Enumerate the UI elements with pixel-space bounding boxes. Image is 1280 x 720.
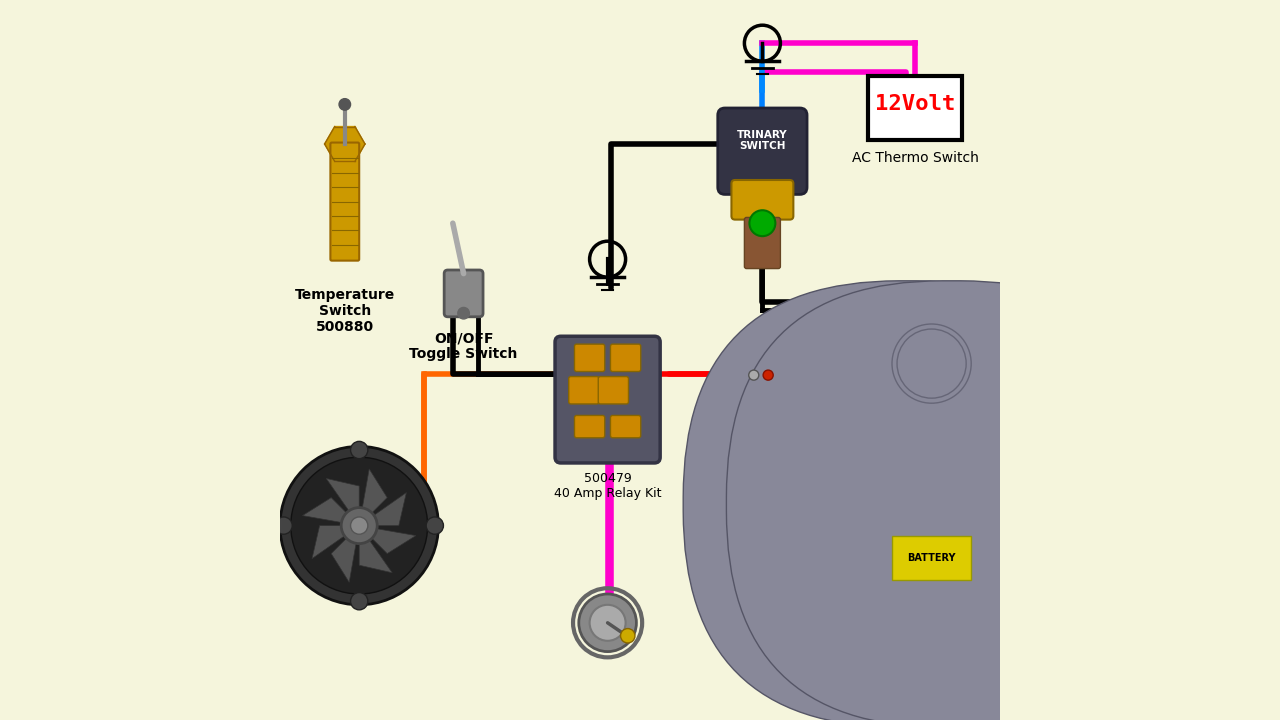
FancyBboxPatch shape (598, 377, 628, 404)
FancyBboxPatch shape (745, 217, 781, 269)
Circle shape (884, 317, 978, 410)
Bar (892, 536, 972, 580)
Polygon shape (344, 144, 365, 161)
Circle shape (763, 370, 773, 380)
Circle shape (351, 593, 367, 610)
FancyBboxPatch shape (611, 344, 641, 372)
Circle shape (351, 517, 367, 534)
Text: ON/OFF
Toggle Switch: ON/OFF Toggle Switch (410, 331, 518, 361)
Polygon shape (360, 469, 388, 526)
Circle shape (280, 446, 438, 605)
FancyBboxPatch shape (740, 361, 782, 389)
Circle shape (749, 370, 759, 380)
FancyBboxPatch shape (727, 281, 1176, 720)
Circle shape (579, 594, 636, 652)
FancyBboxPatch shape (575, 415, 604, 438)
FancyBboxPatch shape (968, 331, 1004, 396)
Polygon shape (360, 492, 406, 526)
Circle shape (275, 517, 292, 534)
FancyBboxPatch shape (884, 508, 978, 594)
FancyBboxPatch shape (718, 108, 808, 194)
Polygon shape (360, 526, 416, 554)
FancyBboxPatch shape (568, 377, 599, 404)
Polygon shape (335, 127, 355, 144)
Circle shape (351, 441, 367, 459)
FancyBboxPatch shape (330, 143, 360, 261)
Bar (868, 76, 961, 140)
Polygon shape (326, 478, 360, 526)
Text: TRINARY
SWITCH: TRINARY SWITCH (737, 130, 787, 151)
Polygon shape (335, 144, 355, 161)
FancyBboxPatch shape (684, 281, 1133, 720)
FancyBboxPatch shape (731, 180, 794, 220)
Circle shape (621, 629, 635, 643)
Circle shape (750, 210, 776, 236)
Circle shape (291, 457, 428, 594)
Circle shape (426, 517, 443, 534)
Circle shape (342, 508, 378, 544)
Polygon shape (312, 526, 360, 559)
Polygon shape (325, 127, 344, 144)
FancyBboxPatch shape (444, 270, 483, 317)
FancyBboxPatch shape (611, 415, 641, 438)
Polygon shape (360, 526, 392, 573)
Polygon shape (325, 144, 344, 161)
Text: Temperature
Switch
500880: Temperature Switch 500880 (294, 288, 396, 334)
Circle shape (458, 307, 470, 319)
Circle shape (339, 99, 351, 110)
Text: 500479
40 Amp Relay Kit: 500479 40 Amp Relay Kit (554, 472, 662, 500)
Circle shape (902, 335, 960, 392)
Polygon shape (344, 127, 365, 144)
Text: AC Thermo Switch: AC Thermo Switch (851, 151, 978, 165)
Polygon shape (302, 498, 360, 526)
Text: BATTERY: BATTERY (908, 553, 956, 563)
Text: 12Volt: 12Volt (876, 94, 955, 114)
FancyBboxPatch shape (575, 344, 604, 372)
Circle shape (590, 605, 626, 641)
Polygon shape (332, 526, 360, 582)
FancyBboxPatch shape (556, 336, 660, 463)
